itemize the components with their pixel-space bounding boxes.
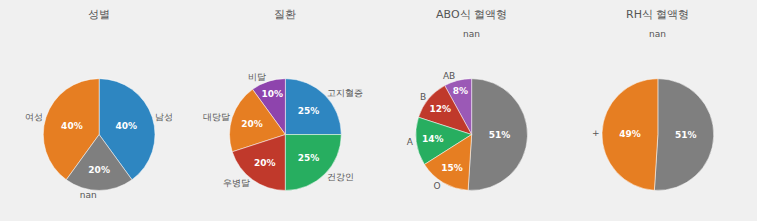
svg-text:25%: 25% <box>298 106 320 116</box>
svg-text:14%: 14% <box>422 134 444 144</box>
svg-text:B: B <box>420 92 426 102</box>
svg-text:AB: AB <box>443 71 455 81</box>
svg-text:51%: 51% <box>489 130 511 140</box>
svg-text:nan: nan <box>463 29 480 39</box>
svg-text:20%: 20% <box>254 158 276 168</box>
svg-text:20%: 20% <box>241 119 263 129</box>
svg-text:40%: 40% <box>61 121 83 131</box>
svg-text:10%: 10% <box>261 89 283 99</box>
svg-text:성별: 성별 <box>88 8 110 21</box>
svg-text:8%: 8% <box>453 86 468 96</box>
svg-text:+: + <box>592 128 600 138</box>
svg-text:15%: 15% <box>441 163 463 173</box>
svg-text:고지혈증: 고지혈증 <box>327 88 363 98</box>
svg-text:우병달: 우병달 <box>223 178 250 188</box>
svg-text:여성: 여성 <box>25 112 43 122</box>
svg-text:RH식 혈액형: RH식 혈액형 <box>626 8 689 21</box>
svg-text:49%: 49% <box>619 129 641 139</box>
svg-text:O: O <box>434 181 441 191</box>
svg-text:ABO식 혈액형: ABO식 혈액형 <box>436 8 507 21</box>
svg-text:대당달: 대당달 <box>203 112 230 122</box>
svg-text:nan: nan <box>80 190 97 200</box>
svg-text:nan: nan <box>649 29 666 39</box>
svg-text:25%: 25% <box>298 153 320 163</box>
svg-text:건강인: 건강인 <box>327 172 354 182</box>
svg-text:비달: 비달 <box>248 72 266 82</box>
svg-text:남성: 남성 <box>155 112 173 122</box>
svg-text:40%: 40% <box>116 121 138 131</box>
svg-text:12%: 12% <box>429 104 451 114</box>
svg-text:질환: 질환 <box>274 8 296 21</box>
svg-text:A: A <box>407 137 414 147</box>
svg-text:20%: 20% <box>88 165 110 175</box>
svg-text:51%: 51% <box>675 130 697 140</box>
